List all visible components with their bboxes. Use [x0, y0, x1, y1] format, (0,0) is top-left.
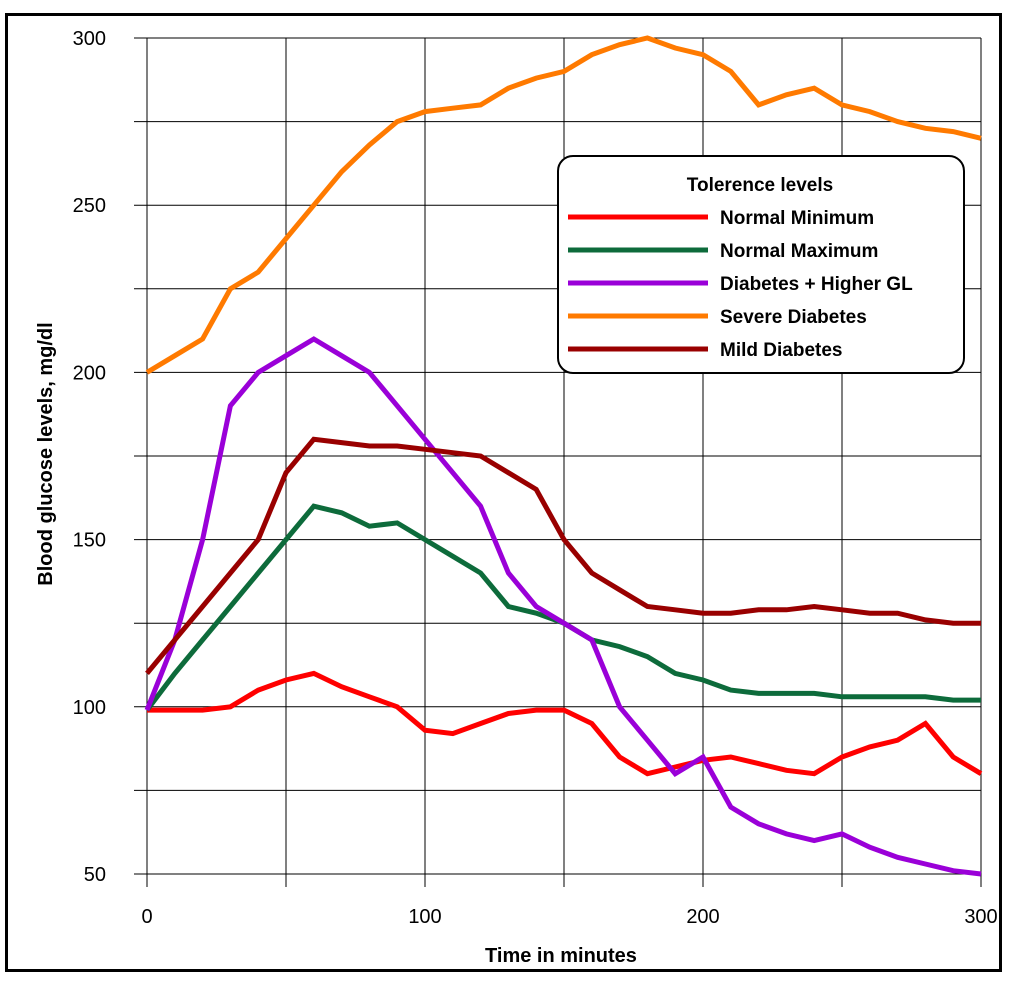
legend-label-normal-maximum: Normal Maximum — [720, 241, 878, 262]
y-tick-label: 250 — [73, 195, 106, 217]
legend: Tolerence levels Normal Minimum Normal Ma… — [557, 155, 965, 374]
y-tick-label: 150 — [73, 530, 106, 552]
y-tick-label: 50 — [84, 864, 106, 886]
x-tick-label: 100 — [408, 906, 441, 928]
series-line-mild-diabetes — [145, 436, 981, 675]
line-chart: 50 100 150 200 250 300 0 100 200 300 Time in minu… — [35, 28, 998, 967]
legend-label-diabetes-higher-gl: Diabetes + Higher GL — [720, 274, 913, 295]
y-tick-label: 100 — [73, 697, 106, 719]
x-tick-label: 200 — [686, 906, 719, 928]
legend-label-severe-diabetes: Severe Diabetes — [720, 307, 867, 328]
legend-items: Normal Minimum Normal Maximum Diabetes + H… — [568, 208, 913, 361]
y-tick-label: 200 — [73, 362, 106, 384]
series-lines — [144, 35, 983, 877]
legend-box — [557, 155, 965, 374]
x-tick-label: 0 — [141, 906, 152, 928]
legend-label-normal-minimum: Normal Minimum — [720, 208, 874, 229]
y-tick-label: 300 — [73, 28, 106, 50]
x-tick-label: 300 — [964, 906, 997, 928]
legend-title: Tolerence levels — [687, 175, 833, 196]
series-line-normal-minimum — [147, 670, 983, 777]
series-line-diabetes-higher-gl — [144, 336, 982, 877]
x-axis-title: Time in minutes — [485, 945, 637, 967]
chart-frame: 50 100 150 200 250 300 0 100 200 300 Time in minu… — [5, 13, 1002, 972]
y-axis-title: Blood glucose levels, mg/dl — [35, 322, 57, 585]
series-line-severe-diabetes — [145, 35, 982, 375]
legend-label-mild-diabetes: Mild Diabetes — [720, 340, 842, 361]
axis-ticks: 50 100 150 200 250 300 0 100 200 300 — [73, 28, 998, 928]
